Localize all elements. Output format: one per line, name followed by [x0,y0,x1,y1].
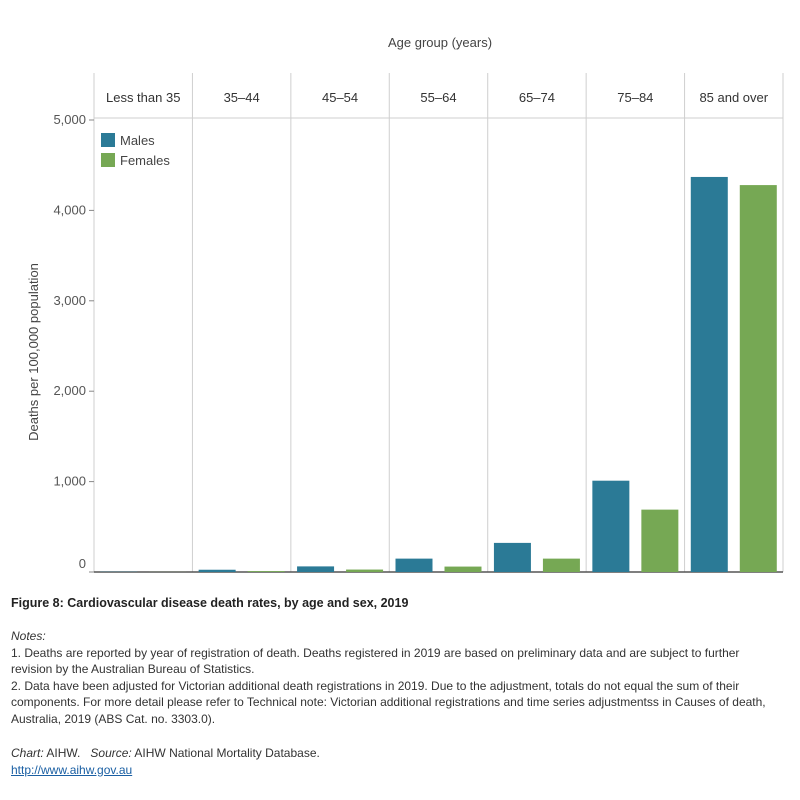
y-tick-label: 2,000 [53,383,86,398]
age-group-header: Less than 35 [106,90,180,105]
bar-females[interactable] [542,558,580,572]
figure-title: Figure 8: Cardiovascular disease death r… [11,596,409,610]
aihw-link[interactable]: http://www.aihw.gov.au [11,762,133,777]
bars [100,176,777,572]
y-tick-label: 3,000 [53,293,86,308]
notes-heading: Notes: [11,629,46,643]
bar-males[interactable] [690,176,728,572]
legend-swatch-females [101,153,115,167]
bar-females[interactable] [641,509,679,572]
age-group-header: 75–84 [617,90,653,105]
bar-males[interactable] [395,558,433,572]
bar-males[interactable] [297,566,335,572]
notes: Notes: 1. Deaths are reported by year of… [11,628,781,728]
chart-credit-value: AIHW. [46,746,81,760]
source-credit-label: Source: [90,746,132,760]
credit-line: Chart: AIHW. Source: AIHW National Morta… [11,745,781,762]
credits: Chart: AIHW. Source: AIHW National Morta… [11,745,781,778]
y-tick-label: 0 [79,556,86,571]
legend-label-males: Males [120,133,155,148]
bar-females[interactable] [247,571,285,572]
legend-swatch-males [101,133,115,147]
age-group-headers: Less than 35 35–44 45–54 55–64 65–74 75–84 85 … [106,90,769,105]
bar-females[interactable] [444,566,482,572]
y-axis: 0 1,000 2,000 3,000 4,000 5,000 [53,112,94,573]
column-header-title: Age group (years) [388,35,492,50]
bar-females[interactable] [739,185,777,572]
age-group-header: 65–74 [519,90,555,105]
chart-grid [93,73,784,573]
source-credit-value: AIHW National Mortality Database. [134,746,320,760]
bar-males[interactable] [198,569,236,572]
chart-credit-label: Chart: [11,746,44,760]
age-group-header: 35–44 [224,90,260,105]
note-1: 1. Deaths are reported by year of regist… [11,645,740,677]
note-2: 2. Data have been adjusted for Victorian… [11,678,766,726]
y-axis-title: Deaths per 100,000 population [26,263,41,441]
y-tick-label: 4,000 [53,202,86,217]
y-tick-label: 5,000 [53,112,86,127]
age-group-header: 45–54 [322,90,358,105]
bar-males[interactable] [493,542,531,572]
y-tick-label: 1,000 [53,474,86,489]
bar-females[interactable] [346,569,384,572]
bar-chart: Age group (years) Less than 35 35–44 45–54… [26,35,784,573]
age-group-header: 85 and over [699,90,768,105]
legend-label-females: Females [120,153,170,168]
legend: Males Females [101,133,170,168]
bar-males[interactable] [592,480,630,572]
age-group-header: 55–64 [420,90,456,105]
